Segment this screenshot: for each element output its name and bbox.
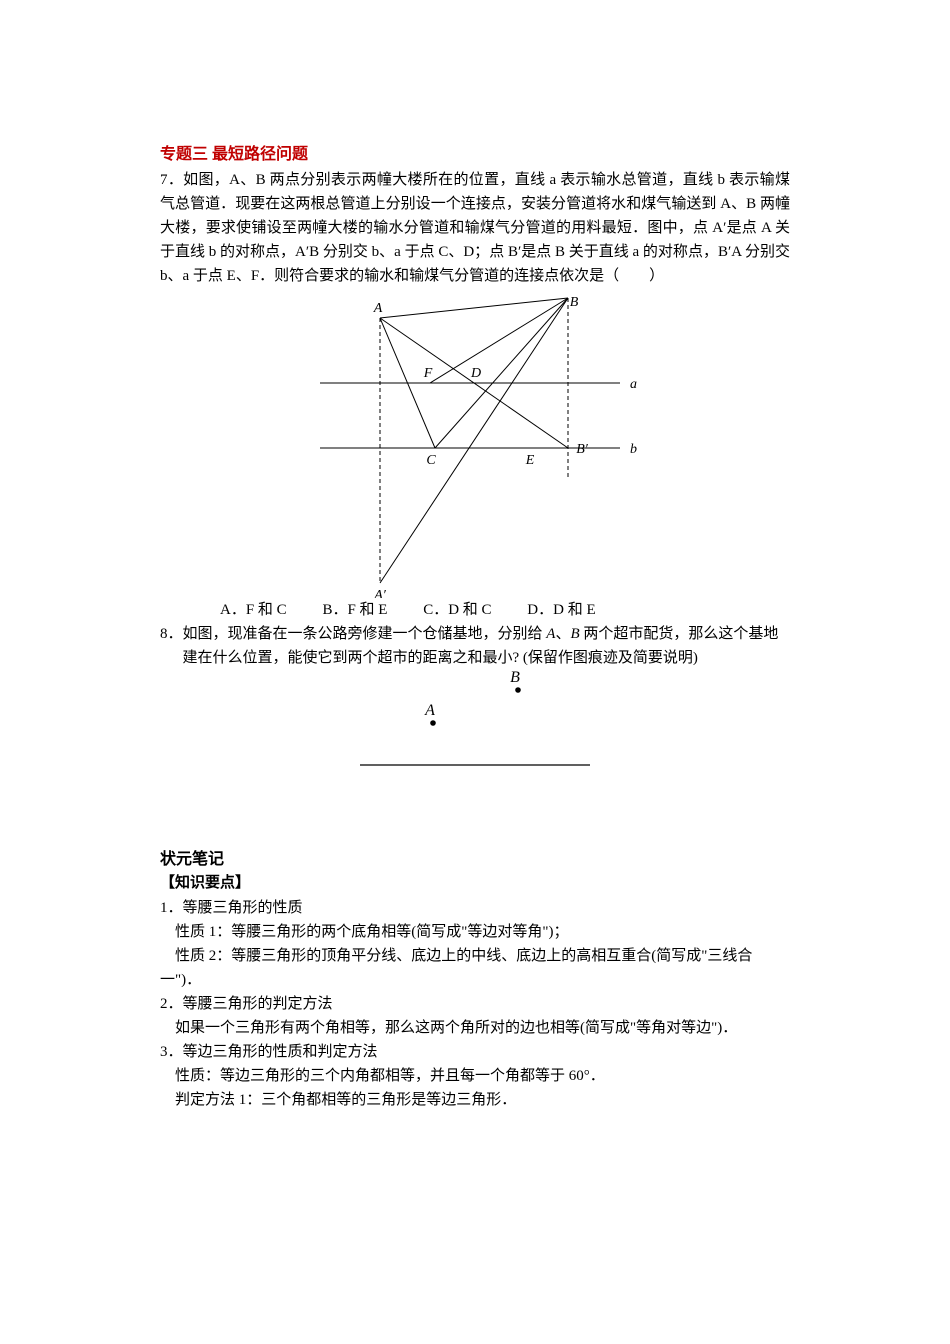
q8-mid: 、 — [555, 626, 570, 642]
q7-option-a: A．F 和 C — [220, 602, 287, 618]
svg-text:E: E — [525, 453, 535, 468]
section-heading: 专题三 最短路径问题 — [160, 140, 790, 164]
notes-title: 状元笔记 — [160, 845, 790, 869]
notes-line: 性质：等边三角形的三个内角都相等，并且每一个角都等于 60°． — [160, 1064, 790, 1088]
q8-label-B: B — [570, 626, 579, 642]
svg-text:B: B — [510, 670, 520, 686]
svg-text:D: D — [470, 366, 481, 381]
notes-line: 性质 1：等腰三角形的两个底角相等(简写成"等边对等角")； — [160, 920, 790, 944]
q8-line1b: 两个超市配货，那么这个基地 — [580, 626, 779, 642]
q7-option-c: C．D 和 C — [423, 602, 491, 618]
q7-figure-wrap: A B A′ B′ F D C Ea b — [160, 288, 790, 598]
svg-text:B: B — [570, 295, 579, 310]
q8-figure-wrap: AB — [160, 670, 790, 785]
notes-body: 1．等腰三角形的性质 性质 1：等腰三角形的两个底角相等(简写成"等边对等角")… — [160, 896, 790, 1112]
notes-line: 性质 2：等腰三角形的顶角平分线、底边上的中线、底边上的高相互重合(简写成"三线… — [160, 944, 790, 992]
svg-text:A: A — [373, 301, 383, 316]
svg-text:F: F — [423, 366, 433, 381]
q8-text: 8．如图，现准备在一条公路旁修建一个仓储基地，分别给 A、B 两个超市配货，那么… — [160, 622, 790, 646]
q7-option-b: B．F 和 E — [322, 602, 387, 618]
q8-figure: AB — [335, 670, 615, 785]
svg-text:a: a — [630, 377, 637, 392]
q7-options: A．F 和 C B．F 和 E C．D 和 C D．D 和 E — [160, 598, 790, 622]
q7-text: 7．如图，A、B 两点分别表示两幢大楼所在的位置，直线 a 表示输水总管道，直线… — [160, 168, 790, 288]
svg-text:b: b — [630, 442, 637, 457]
q8-line1a: 8．如图，现准备在一条公路旁修建一个仓储基地，分别给 — [160, 626, 546, 642]
svg-text:B′: B′ — [576, 442, 589, 457]
q7-option-d: D．D 和 E — [527, 602, 595, 618]
q7-figure: A B A′ B′ F D C Ea b — [300, 288, 650, 598]
svg-text:C: C — [426, 453, 436, 468]
svg-text:A: A — [424, 702, 435, 719]
notes-line: 判定方法 1：三个角都相等的三角形是等边三角形． — [160, 1088, 790, 1112]
notes-subtitle: 【知识要点】 — [160, 871, 790, 892]
notes-line: 2．等腰三角形的判定方法 — [160, 992, 790, 1016]
notes-line: 1．等腰三角形的性质 — [160, 896, 790, 920]
notes-line: 3．等边三角形的性质和判定方法 — [160, 1040, 790, 1064]
q8-text-line2: 建在什么位置，能使它到两个超市的距离之和最小? (保留作图痕迹及简要说明) — [160, 646, 790, 670]
svg-text:A′: A′ — [373, 588, 387, 598]
notes-line: 如果一个三角形有两个角相等，那么这两个角所对的边也相等(简写成"等角对等边")． — [160, 1016, 790, 1040]
